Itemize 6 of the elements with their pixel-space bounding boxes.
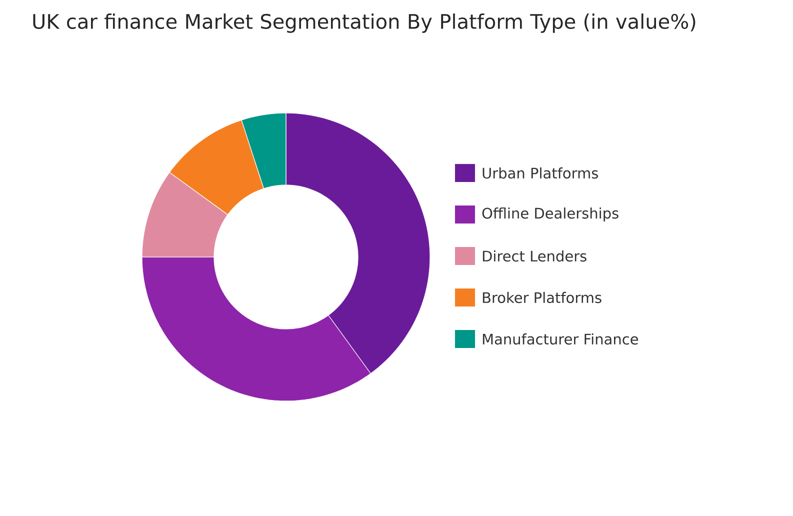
legend-label: Manufacturer Finance <box>482 333 638 345</box>
legend-label: Broker Platforms <box>482 292 602 304</box>
legend-label: Urban Platforms <box>482 167 598 179</box>
chart-title: UK car finance Market Segmentation By Platform Type (in value%) <box>33 14 696 33</box>
legend-label: Direct Lenders <box>482 250 586 262</box>
legend-label: Offline Dealerships <box>482 207 618 222</box>
